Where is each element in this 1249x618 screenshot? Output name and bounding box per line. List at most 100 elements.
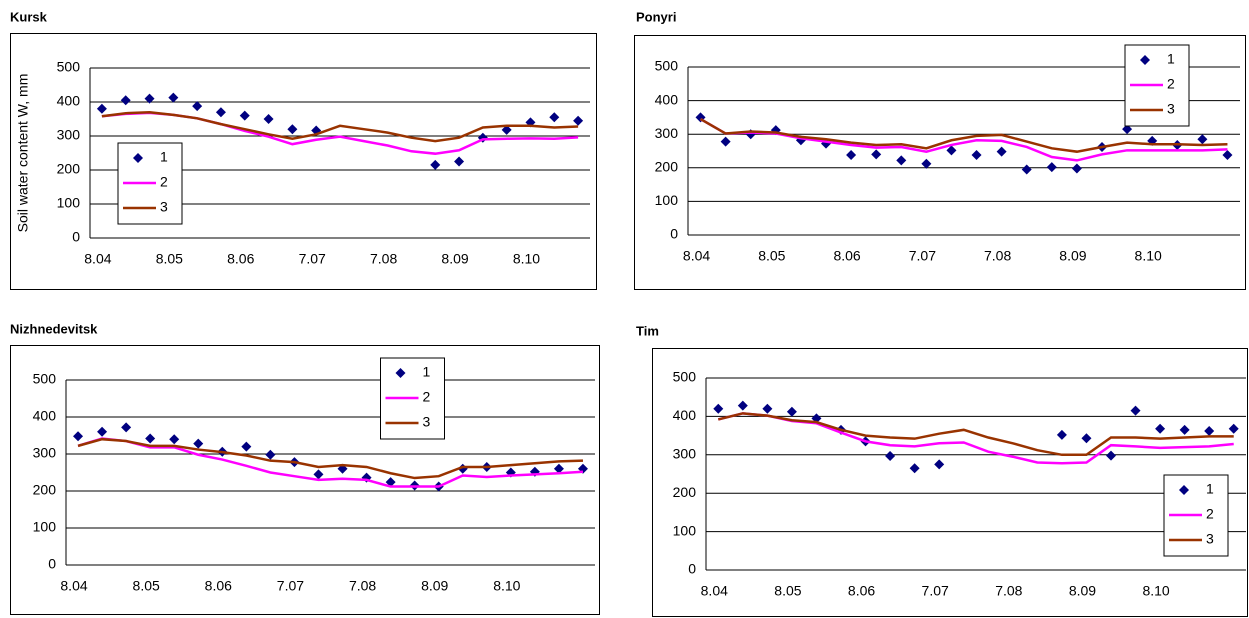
legend: 1 2 3 <box>1124 44 1190 127</box>
legend-label: 2 <box>1167 76 1175 92</box>
y-tick-label: 400 <box>655 91 679 107</box>
x-tick-label: 7.07 <box>909 248 936 264</box>
chart-title: Tim <box>636 323 659 338</box>
data-point <box>169 434 180 445</box>
series-line <box>77 437 584 488</box>
x-tick-label: 8.09 <box>441 251 468 267</box>
legend-label: 1 <box>423 364 431 380</box>
legend-label: 2 <box>160 174 168 190</box>
data-point <box>430 159 441 170</box>
series-line <box>717 412 1234 457</box>
x-tick-label: 8.09 <box>1059 248 1086 264</box>
series-line <box>699 117 1228 153</box>
y-tick-label: 100 <box>655 192 679 208</box>
data-point <box>192 101 203 112</box>
legend-label: 3 <box>1206 531 1214 547</box>
data-point <box>885 450 896 461</box>
data-point <box>786 406 797 417</box>
legend-label: 1 <box>1206 481 1214 497</box>
legend-label: 1 <box>160 149 168 165</box>
x-tick-label: 8.04 <box>60 578 87 594</box>
data-point <box>871 149 882 160</box>
chart-frame <box>10 33 597 290</box>
x-tick-label: 8.09 <box>421 578 448 594</box>
x-tick-label: 8.05 <box>156 251 183 267</box>
x-tick-label: 8.05 <box>758 248 785 264</box>
data-point <box>168 92 179 103</box>
y-tick-label: 300 <box>655 125 679 141</box>
x-tick-label: 8.05 <box>133 578 160 594</box>
x-tick-label: 8.04 <box>84 251 111 267</box>
data-point <box>846 150 857 161</box>
chart-title: Ponyri <box>636 9 676 24</box>
x-tick-label: 8.06 <box>227 251 254 267</box>
y-tick-label: 500 <box>33 371 57 387</box>
data-point <box>1155 423 1166 434</box>
data-point <box>946 145 957 156</box>
legend: 1 2 3 <box>1163 474 1229 557</box>
x-tick-label: 8.10 <box>1142 583 1169 599</box>
data-point <box>553 463 564 474</box>
data-point <box>737 400 748 411</box>
legend-marker <box>133 153 143 163</box>
chart-frame <box>652 348 1248 617</box>
data-point <box>263 114 274 124</box>
data-point <box>1228 423 1239 434</box>
series-line <box>77 437 584 480</box>
x-tick-label: 8.06 <box>848 583 875 599</box>
data-point <box>241 441 252 452</box>
y-tick-label: 300 <box>57 127 81 143</box>
y-tick-label: 100 <box>673 522 697 538</box>
x-tick-label: 7.07 <box>299 251 326 267</box>
data-point <box>1046 162 1057 173</box>
data-point <box>720 136 731 147</box>
data-point <box>73 431 84 442</box>
x-tick-label: 8.10 <box>1135 248 1162 264</box>
data-point <box>239 110 250 121</box>
y-tick-label: 300 <box>673 446 697 462</box>
y-tick-label: 100 <box>57 195 81 211</box>
x-tick-label: 8.09 <box>1069 583 1096 599</box>
x-tick-label: 8.05 <box>774 583 801 599</box>
chart-frame <box>634 35 1246 290</box>
legend: 1 2 3 <box>380 357 445 440</box>
legend-label: 2 <box>423 389 431 405</box>
y-tick-label: 400 <box>57 93 81 109</box>
x-tick-label: 8.10 <box>513 251 540 267</box>
data-point <box>713 403 724 414</box>
data-point <box>1130 405 1141 416</box>
chart-frame <box>10 345 600 615</box>
y-tick-label: 200 <box>655 159 679 175</box>
x-tick-label: 8.10 <box>493 578 520 594</box>
data-point <box>971 150 982 161</box>
data-point <box>896 155 907 166</box>
legend-label: 3 <box>160 199 168 215</box>
chart-title: Kursk <box>10 9 48 24</box>
y-tick-label: 100 <box>33 519 57 535</box>
legend-label: 3 <box>1167 101 1175 117</box>
data-point <box>1222 150 1233 161</box>
y-tick-label: 200 <box>673 484 697 500</box>
data-point <box>762 403 773 414</box>
x-tick-label: 7.08 <box>349 578 376 594</box>
data-point <box>145 433 156 444</box>
data-point <box>265 449 276 460</box>
data-point <box>1204 425 1215 436</box>
y-tick-label: 400 <box>33 408 57 424</box>
legend-label: 3 <box>423 414 431 430</box>
x-tick-label: 8.06 <box>205 578 232 594</box>
data-point <box>1071 163 1082 174</box>
y-tick-label: 0 <box>688 561 696 577</box>
legend: 1 2 3 <box>117 142 183 225</box>
data-point <box>121 422 132 433</box>
legend-label: 1 <box>1167 51 1175 67</box>
data-point <box>1056 429 1067 440</box>
data-point <box>1179 424 1190 435</box>
data-point <box>313 469 324 480</box>
y-tick-label: 400 <box>673 407 697 423</box>
y-tick-label: 300 <box>33 445 57 461</box>
legend-marker <box>1179 485 1189 495</box>
x-tick-label: 8.06 <box>833 248 860 264</box>
x-tick-label: 7.07 <box>922 583 949 599</box>
y-tick-label: 0 <box>72 229 80 245</box>
